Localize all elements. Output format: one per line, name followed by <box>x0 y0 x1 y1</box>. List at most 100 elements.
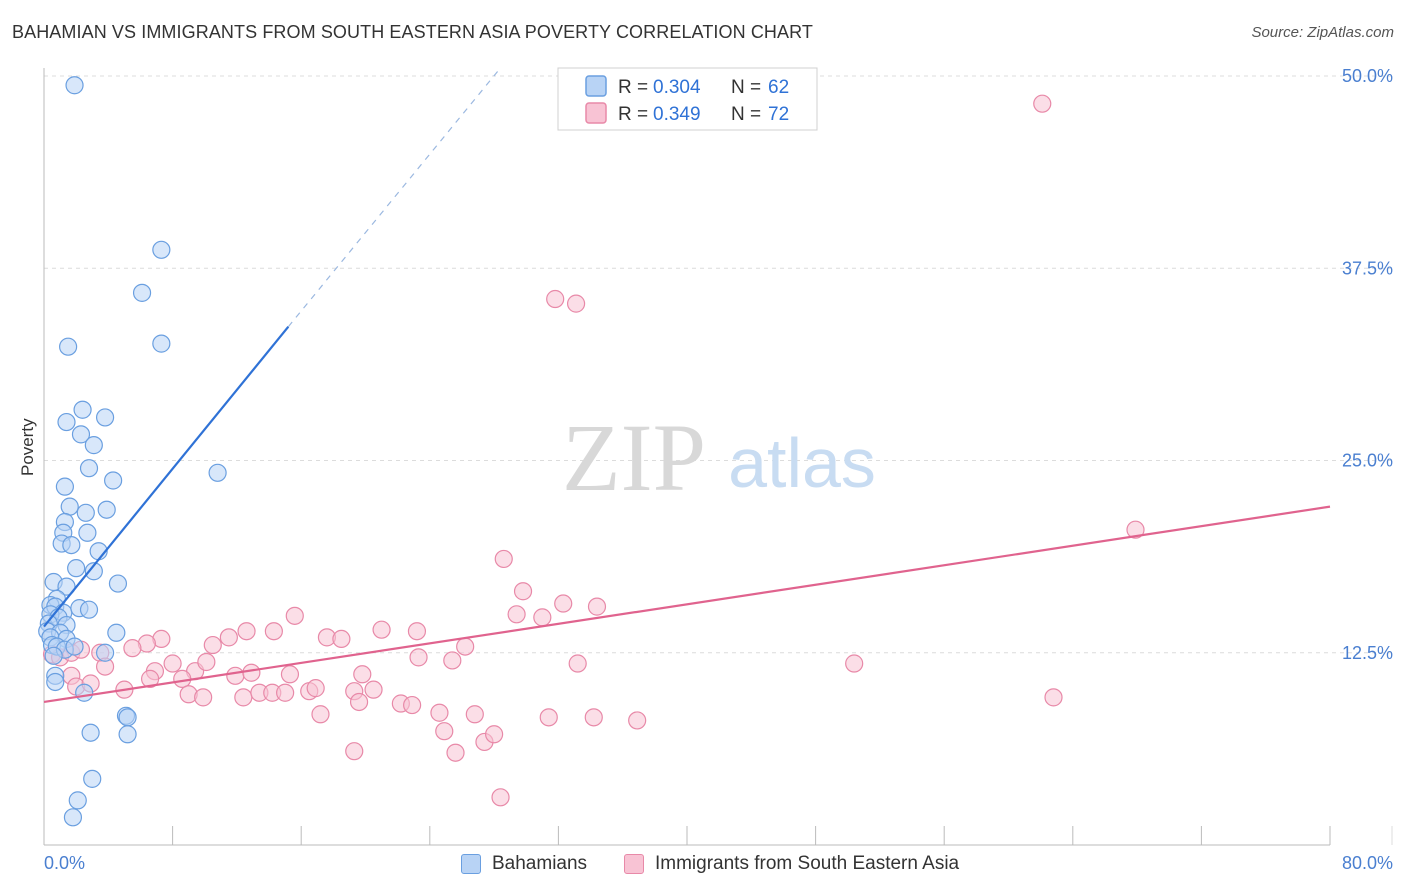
bahamians-point <box>84 562 103 581</box>
watermark-atlas: atlas <box>728 424 876 502</box>
y-tick-labels: 12.5% 25.0% 37.5% 50.0% <box>1342 66 1393 663</box>
bahamians-point <box>79 600 99 619</box>
y-tick-label: 25.0% <box>1342 451 1393 471</box>
bahamians-point <box>104 471 123 490</box>
immigrants-point <box>1126 520 1145 539</box>
x-tick-label-max: 80.0% <box>1342 853 1393 873</box>
immigrants-point <box>430 703 449 722</box>
immigrants-point <box>345 742 364 761</box>
bahamians-point <box>71 425 91 444</box>
immigrants-point <box>163 654 182 673</box>
immigrants-point <box>845 654 864 673</box>
immigrants-point <box>276 683 295 702</box>
x-axis-ticks <box>172 826 1393 845</box>
grid-lines <box>44 75 1392 654</box>
bahamians-point <box>65 76 84 95</box>
bahamians-point <box>81 723 100 742</box>
bahamians-point <box>59 337 78 356</box>
immigrants-point <box>364 680 383 699</box>
bahamians-trend-line <box>43 325 290 628</box>
immigrants-point <box>628 711 647 730</box>
immigrants-point <box>173 669 192 688</box>
bahamians-point <box>95 643 115 662</box>
immigrants-point <box>140 669 160 688</box>
immigrants-point <box>446 743 465 762</box>
immigrants-point <box>485 725 504 744</box>
legend-r-value-1: 0.304 <box>653 77 701 98</box>
bahamians-point <box>78 523 97 542</box>
immigrants-point <box>203 635 222 655</box>
immigrants-point <box>123 639 142 658</box>
immigrants-trend-line <box>43 505 1331 704</box>
immigrants-point <box>285 606 304 625</box>
immigrants-point <box>353 665 372 684</box>
bahamians-point <box>208 463 227 482</box>
legend-swatch-immigrants-bottom <box>624 854 644 874</box>
immigrants-point <box>197 652 216 672</box>
immigrants-point <box>409 648 428 667</box>
legend-swatch-bahamians-bottom <box>461 854 481 874</box>
bahamians-point <box>76 503 95 522</box>
bahamians-point <box>152 334 171 353</box>
source-label: Source: ZipAtlas.com <box>1251 24 1394 41</box>
series-immigrants-points <box>42 94 1145 807</box>
immigrants-point <box>280 665 300 684</box>
immigrants-point <box>219 628 238 647</box>
legend-n-value-2: 72 <box>768 104 789 125</box>
immigrants-point <box>443 651 462 670</box>
bahamians-point <box>63 808 83 827</box>
immigrants-point <box>584 708 603 727</box>
y-tick-label: 50.0% <box>1342 66 1393 86</box>
immigrants-point <box>539 708 558 727</box>
immigrants-point <box>465 705 484 724</box>
immigrants-point <box>226 666 245 685</box>
bahamians-point <box>83 769 102 788</box>
bahamians-point <box>152 240 171 259</box>
bahamians-point <box>68 791 87 810</box>
legend-swatch-bahamians <box>585 75 607 97</box>
bahamians-trend-extension <box>287 69 500 328</box>
y-tick-label: 37.5% <box>1342 258 1393 278</box>
immigrants-point <box>554 594 573 613</box>
immigrants-point <box>435 722 454 741</box>
chart-title: BAHAMIAN VS IMMIGRANTS FROM SOUTH EASTER… <box>12 22 813 42</box>
legend-n-value-1: 62 <box>768 77 789 98</box>
legend-swatch-immigrants <box>585 102 607 124</box>
bahamians-point <box>75 683 94 702</box>
bahamians-point <box>44 646 63 665</box>
immigrants-point <box>491 788 510 807</box>
watermark: ZIP atlas <box>562 404 876 511</box>
x-tick-label-min: 0.0% <box>44 853 85 873</box>
legend-r-value-2: 0.349 <box>653 104 701 125</box>
legend-item-bahamians: Bahamians <box>461 851 587 877</box>
immigrants-point <box>372 620 391 639</box>
bahamians-point <box>95 408 115 427</box>
bahamians-point <box>118 725 137 744</box>
immigrants-point <box>507 605 526 624</box>
immigrants-point <box>264 622 283 641</box>
series-bahamians-points <box>38 76 227 827</box>
immigrants-point <box>1033 94 1052 113</box>
bahamians-point <box>97 500 116 519</box>
immigrants-point <box>533 608 552 627</box>
bahamians-point <box>55 477 74 496</box>
bahamians-point <box>65 637 84 656</box>
immigrants-point <box>513 582 533 601</box>
bahamians-point <box>108 574 128 593</box>
immigrants-point <box>306 679 325 698</box>
legend-n-label-2: N = <box>731 104 761 125</box>
immigrants-point <box>311 705 330 724</box>
immigrants-point <box>456 637 475 656</box>
immigrants-point <box>566 294 586 313</box>
bahamians-point <box>46 672 65 692</box>
immigrants-point <box>237 622 256 641</box>
legend-n-label-1: N = <box>731 77 761 98</box>
bahamians-point <box>60 497 79 516</box>
bahamians-point <box>57 577 76 596</box>
legend-top: R = 0.304 N = 62 R = 0.349 N = 72 <box>557 67 818 131</box>
legend-r-label-1: R = <box>618 77 648 98</box>
immigrants-point <box>568 654 587 673</box>
immigrants-point <box>1044 688 1063 707</box>
immigrants-point <box>242 663 261 682</box>
